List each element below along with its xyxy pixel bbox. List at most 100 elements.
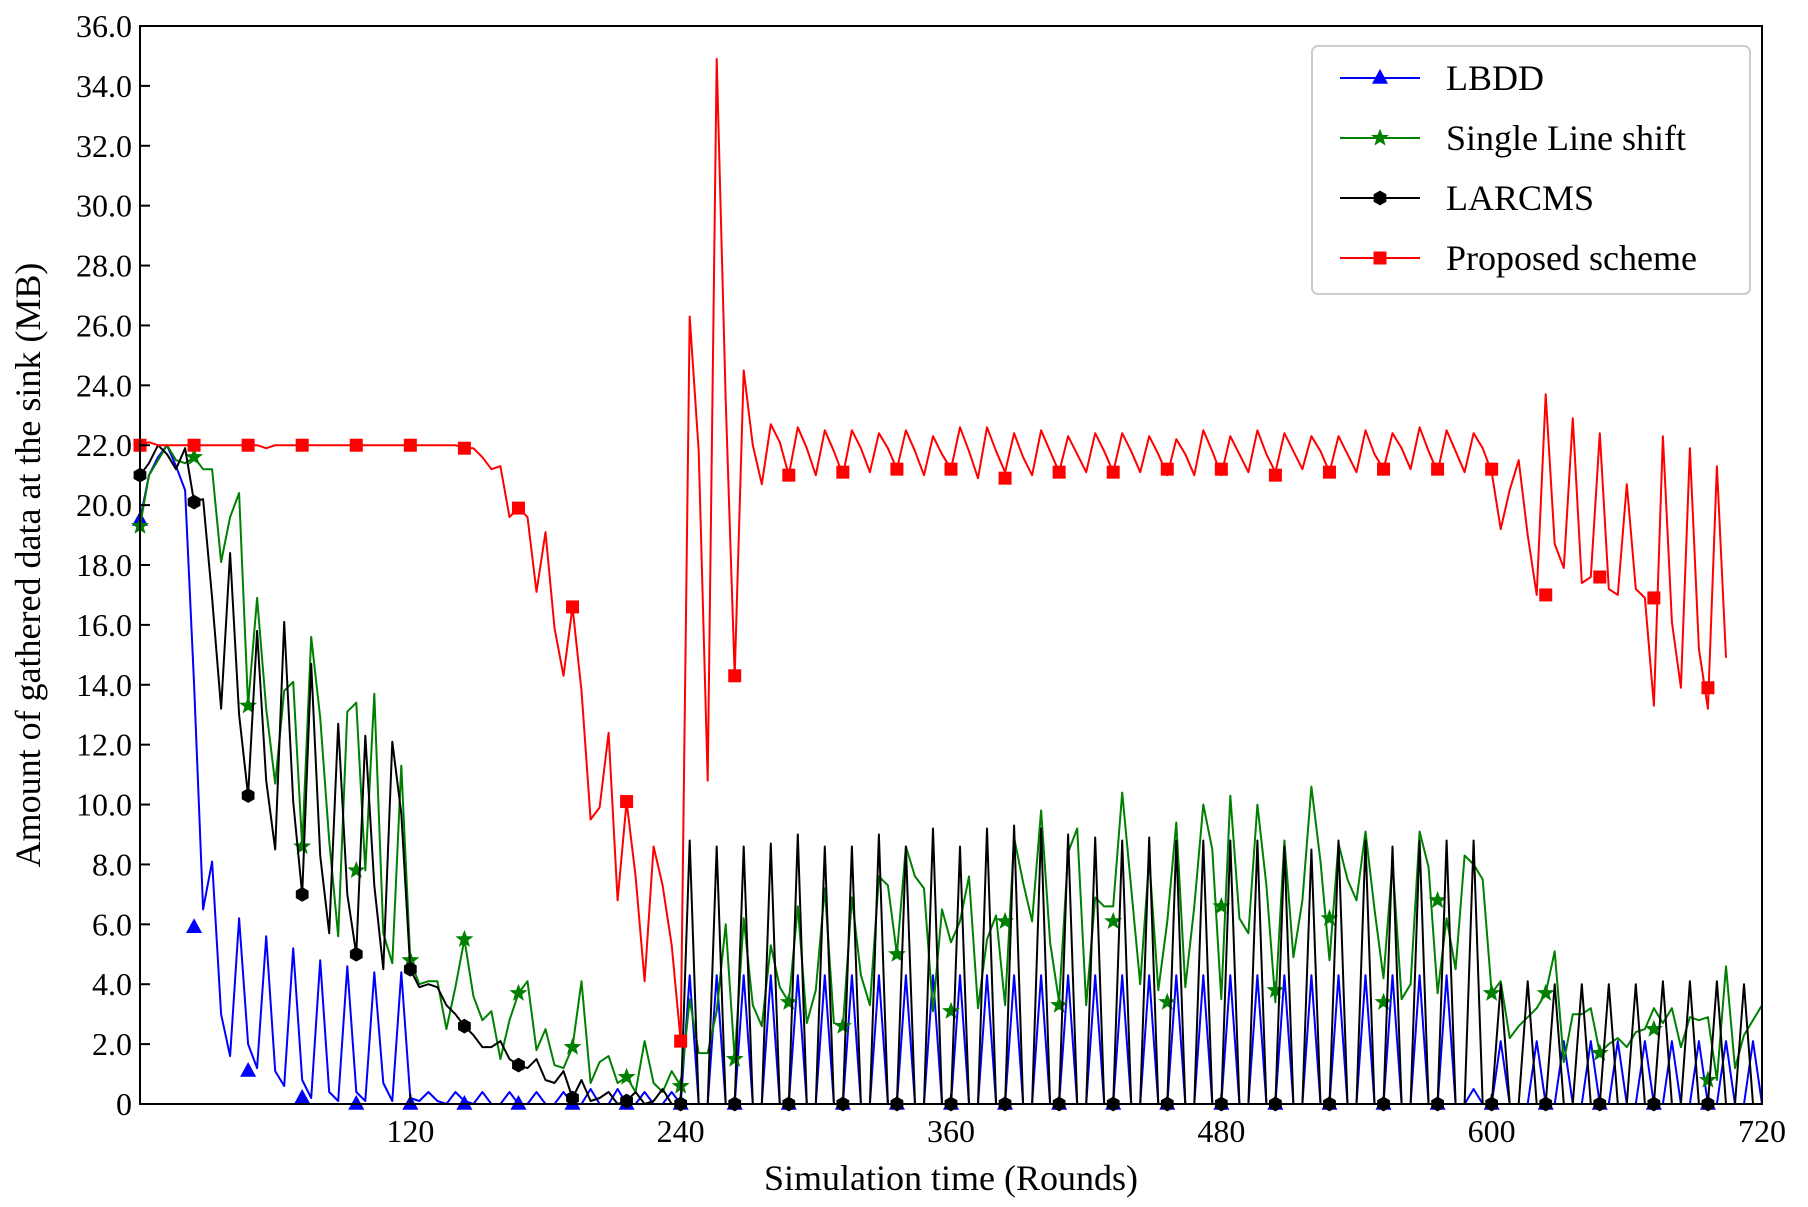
data-point-single-line-shift	[1050, 995, 1069, 1013]
data-point-single-line-shift	[509, 983, 528, 1001]
data-point-proposed-scheme	[1701, 681, 1715, 695]
legend-item-larcms: LARCMS	[1340, 178, 1594, 218]
data-point-proposed-scheme	[998, 471, 1012, 485]
data-point-proposed-scheme	[511, 501, 525, 515]
y-tick-label: 20.0	[76, 487, 132, 523]
data-point-proposed-scheme	[782, 468, 796, 482]
data-point-single-line-shift	[779, 992, 798, 1010]
data-point-lbdd	[240, 1062, 257, 1077]
y-tick-label: 10.0	[76, 787, 132, 823]
y-tick-label: 16.0	[76, 607, 132, 643]
data-point-proposed-scheme	[1431, 462, 1445, 476]
data-point-proposed-scheme	[566, 600, 580, 614]
data-point-lbdd	[510, 1094, 527, 1110]
y-tick-label: 34.0	[76, 68, 132, 104]
data-point-proposed-scheme	[674, 1034, 688, 1048]
data-point-proposed-scheme	[1052, 465, 1066, 479]
data-point-larcms	[403, 961, 417, 977]
data-point-proposed-scheme	[944, 462, 958, 476]
y-tick-label: 28.0	[76, 248, 132, 284]
y-tick-label: 8.0	[92, 846, 132, 882]
data-point-larcms	[566, 1090, 579, 1106]
x-axis-title: Simulation time (Rounds)	[764, 1158, 1138, 1198]
legend-label: Single Line shift	[1446, 118, 1686, 158]
y-tick-label: 12.0	[76, 727, 132, 763]
data-point-single-line-shift	[1212, 896, 1231, 914]
data-point-proposed-scheme	[1593, 570, 1607, 584]
x-tick-label: 240	[657, 1113, 705, 1149]
y-tick-label: 0	[116, 1086, 132, 1122]
data-point-single-line-shift	[1536, 983, 1555, 1001]
y-tick-label: 22.0	[76, 427, 132, 463]
ticks-layer: 120 240 360 480 600 720 0 2.0 4.0 6.0 8.0 10.0 12.0 1…	[76, 8, 1786, 1149]
legend: LBDD Single Line shift LARCMS Proposed sche…	[1311, 45, 1751, 295]
data-point-proposed-scheme	[728, 669, 742, 683]
data-point-single-line-shift	[1590, 1043, 1609, 1061]
data-point-proposed-scheme	[890, 462, 904, 476]
data-point-proposed-scheme	[403, 438, 417, 452]
legend-label: LBDD	[1446, 58, 1544, 98]
data-point-single-line-shift	[942, 1001, 960, 1019]
data-point-proposed-scheme	[295, 438, 309, 452]
y-tick-label: 18.0	[76, 547, 132, 583]
data-point-single-line-shift	[1158, 992, 1177, 1010]
data-point-proposed-scheme	[620, 795, 634, 809]
series-line-single-line-shift	[139, 444, 1763, 1093]
data-point-larcms	[241, 788, 255, 803]
data-point-proposed-scheme	[349, 438, 363, 452]
y-tick-label: 32.0	[76, 128, 132, 164]
data-point-single-line-shift	[1482, 983, 1501, 1001]
legend-item-proposed-scheme: Proposed scheme	[1340, 238, 1697, 278]
y-tick-label: 26.0	[76, 307, 132, 343]
data-point-single-line-shift	[347, 861, 366, 879]
data-point-lbdd	[348, 1094, 365, 1110]
series-proposed-scheme	[133, 57, 1727, 1048]
data-point-larcms	[458, 1018, 471, 1034]
legend-marker	[1373, 190, 1387, 206]
data-point-proposed-scheme	[1322, 465, 1336, 479]
data-point-single-line-shift	[833, 1016, 852, 1034]
data-point-lbdd	[456, 1094, 473, 1110]
data-point-proposed-scheme	[187, 438, 201, 452]
legend-label: LARCMS	[1446, 178, 1594, 218]
y-axis-title: Amount of gathered data at the sink (MB)	[8, 263, 48, 868]
legend-item-lbdd: LBDD	[1340, 58, 1544, 98]
data-point-proposed-scheme	[241, 438, 255, 452]
x-tick-label: 480	[1197, 1113, 1245, 1149]
data-point-larcms	[187, 494, 201, 510]
legend-item-single-line-shift: Single Line shift	[1340, 118, 1686, 158]
legend-label: Proposed scheme	[1446, 238, 1697, 278]
data-point-single-line-shift	[185, 447, 204, 465]
data-point-proposed-scheme	[1214, 462, 1228, 476]
data-point-proposed-scheme	[1268, 468, 1282, 482]
data-point-proposed-scheme	[836, 465, 850, 479]
data-point-larcms	[349, 946, 363, 962]
x-tick-label: 120	[386, 1113, 434, 1149]
legend-marker	[1371, 128, 1389, 146]
y-tick-label: 14.0	[76, 667, 132, 703]
data-point-larcms	[295, 887, 309, 902]
data-point-single-line-shift	[1374, 992, 1393, 1010]
data-point-single-line-shift	[563, 1037, 582, 1055]
data-point-single-line-shift	[1266, 980, 1285, 998]
data-point-proposed-scheme	[457, 441, 471, 455]
data-point-single-line-shift	[617, 1067, 636, 1085]
data-point-proposed-scheme	[1485, 462, 1499, 476]
data-point-single-line-shift	[455, 929, 474, 947]
y-tick-label: 24.0	[76, 367, 132, 403]
data-point-proposed-scheme	[1160, 462, 1174, 476]
y-tick-label: 6.0	[92, 906, 132, 942]
data-point-proposed-scheme	[1647, 591, 1661, 605]
data-point-single-line-shift	[1428, 890, 1447, 909]
data-point-lbdd	[186, 918, 203, 934]
y-tick-label: 2.0	[92, 1026, 132, 1062]
legend-marker	[1371, 68, 1389, 84]
x-tick-label: 600	[1468, 1113, 1516, 1149]
x-tick-label: 360	[927, 1113, 975, 1149]
legend-box	[1311, 45, 1751, 295]
data-point-proposed-scheme	[1106, 465, 1120, 479]
data-point-proposed-scheme	[1377, 462, 1391, 476]
data-point-proposed-scheme	[1539, 588, 1553, 602]
y-tick-label: 36.0	[76, 8, 132, 44]
